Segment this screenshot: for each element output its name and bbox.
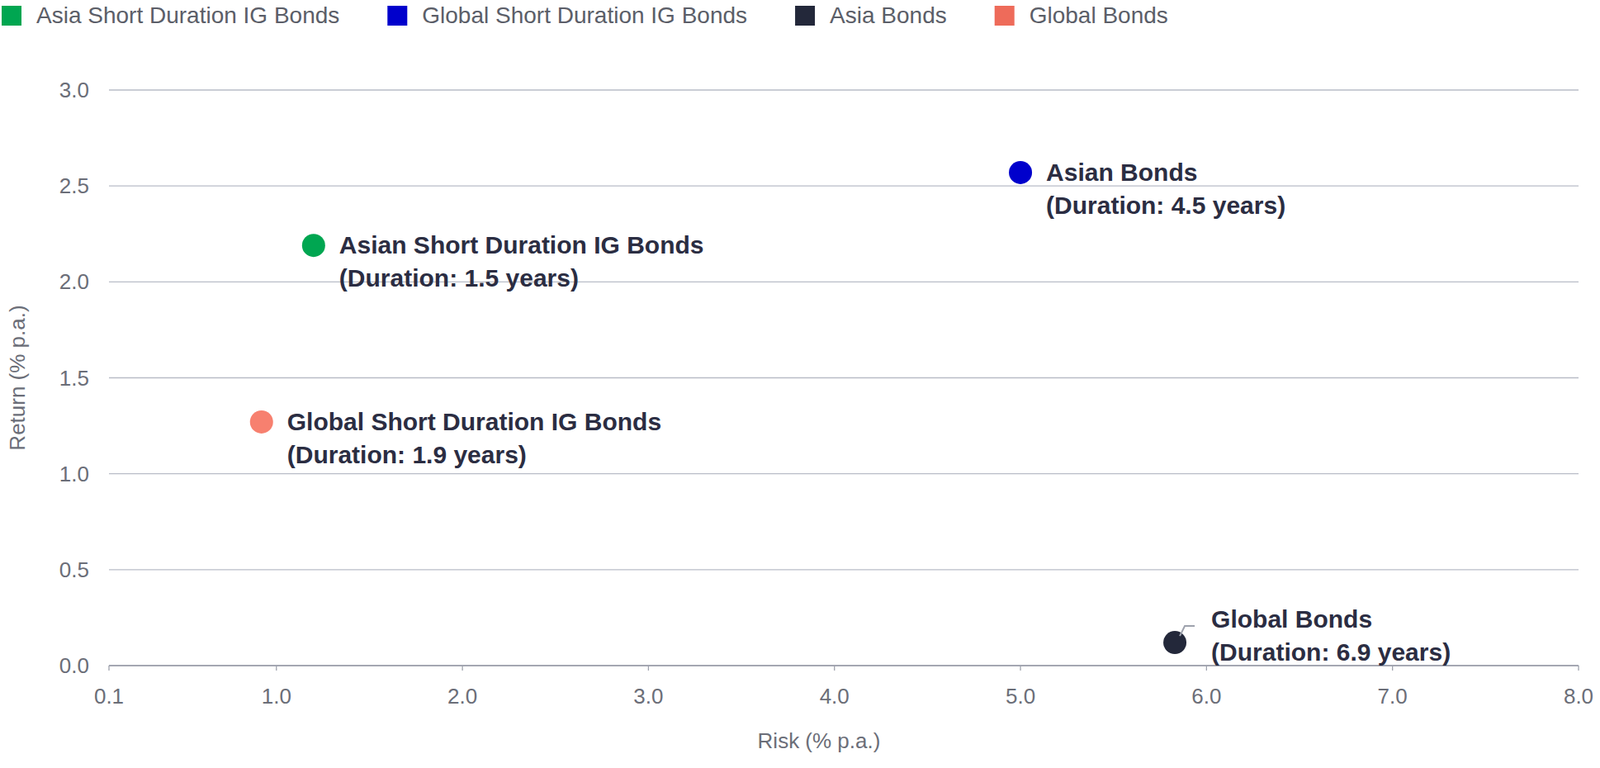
point-labels: Asian Short Duration IG Bonds (Duration: …	[287, 158, 1451, 666]
point-annotation: (Duration: 1.5 years)	[339, 264, 579, 292]
point	[250, 410, 274, 434]
x-tick-label: 4.0	[819, 683, 850, 709]
x-tick	[1206, 665, 1208, 671]
x-tick-label: 3.0	[633, 683, 663, 709]
y-axis-title: Return (% p.a.)	[4, 304, 30, 450]
x-tick	[1391, 665, 1393, 671]
grid-line	[108, 473, 1579, 474]
legend-label: Global Bonds	[1029, 2, 1169, 29]
x-tick-label: 5.0	[1005, 683, 1036, 709]
x-tick-label: 6.0	[1191, 683, 1222, 709]
x-tick-label: 7.0	[1377, 683, 1408, 709]
chart: 0.0 0.5 1.0 1.5 2.0 2.5 3.0 0.1 1.0 2.0 3.0 4.0 5.0 6…	[0, 0, 1600, 768]
x-tick	[1019, 665, 1021, 671]
legend: Asia Short Duration IG Bonds Global Short…	[1, 2, 1169, 29]
grid-line	[108, 377, 1579, 379]
y-tick-label: 3.0	[59, 77, 90, 103]
legend-label: Global Short Duration IG Bonds	[421, 2, 748, 29]
point-label: Asian Bonds	[1046, 158, 1198, 186]
legend-label: Asia Bonds	[829, 2, 947, 29]
legend-swatch	[994, 5, 1015, 26]
point	[302, 233, 326, 257]
legend-swatch	[1, 5, 22, 26]
grid-line	[108, 281, 1579, 283]
point-annotation: (Duration: 1.9 years)	[287, 440, 527, 469]
y-tick-label: 2.0	[59, 269, 90, 294]
x-tick	[1577, 665, 1579, 671]
y-tick-label: 1.5	[59, 365, 90, 391]
leader-line	[1179, 625, 1195, 636]
x-tick-label: 8.0	[1563, 683, 1594, 709]
y-tick-label: 2.5	[59, 173, 90, 199]
x-tick-label: 1.0	[261, 683, 292, 709]
point-annotation: (Duration: 6.9 years)	[1211, 638, 1451, 666]
x-tick	[461, 665, 463, 671]
grid-line	[108, 568, 1579, 570]
legend-label: Asia Short Duration IG Bonds	[36, 2, 340, 29]
point-annotation: (Duration: 4.5 years)	[1046, 191, 1286, 219]
points	[250, 160, 1187, 654]
x-tick	[108, 665, 109, 671]
point	[1008, 160, 1032, 185]
legend-swatch	[387, 5, 408, 26]
y-tick-label: 1.0	[59, 461, 90, 487]
x-tick	[648, 665, 649, 671]
point	[1163, 630, 1187, 654]
y-tick-label: 0.0	[59, 653, 90, 678]
point-label: Asian Short Duration IG Bonds	[339, 231, 705, 259]
legend-swatch	[795, 5, 815, 26]
x-tick-label: 0.1	[94, 683, 124, 709]
point-label: Global Short Duration IG Bonds	[287, 407, 662, 436]
x-tick	[833, 665, 835, 671]
grid-line	[108, 185, 1579, 187]
grid-line	[108, 89, 1579, 90]
y-tick-label: 0.5	[59, 557, 90, 583]
x-axis-title: Risk (% p.a.)	[757, 728, 881, 753]
x-tick	[275, 665, 277, 671]
x-tick-label: 2.0	[447, 683, 478, 709]
point-label: Global Bonds	[1211, 605, 1373, 633]
